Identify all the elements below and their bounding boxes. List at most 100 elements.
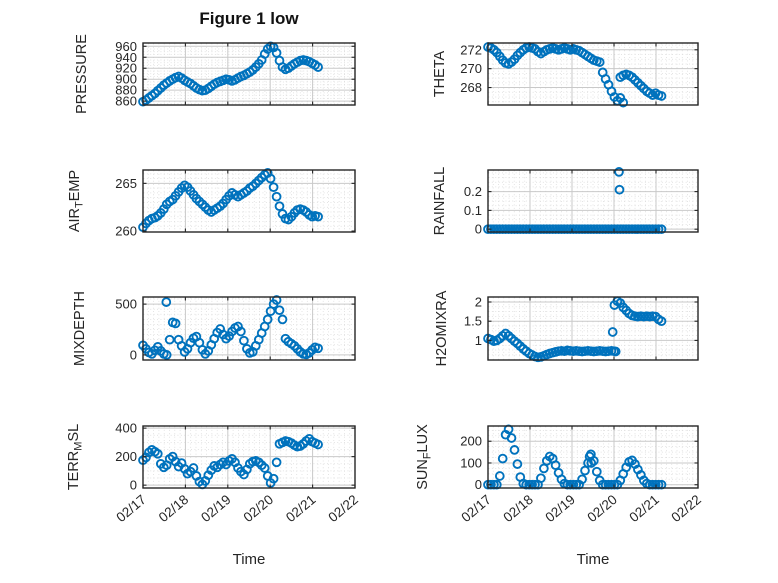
theta-series: [483, 42, 667, 108]
rainfall-marker: [553, 224, 564, 235]
rainfall-marker: [624, 224, 634, 235]
rainfall-marker: [621, 224, 632, 235]
mixdepth-marker: [236, 326, 246, 337]
terrmsl-ytick-label: 400: [115, 421, 137, 436]
pressure-ylabel: PRESSURE: [74, 34, 90, 114]
rainfall-marker: [588, 224, 599, 235]
airtemp-marker: [271, 191, 282, 202]
rainfall-ytick-label: 0: [475, 222, 482, 237]
terrmsl-series: [138, 433, 323, 490]
rainfall-marker: [568, 224, 579, 235]
h2omixra-ytick-label: 1.5: [464, 314, 482, 329]
pressure-ytick-label: 920: [115, 61, 137, 76]
terrmsl-marker: [313, 439, 323, 450]
mixdepth-ylabel: MIXDEPTH: [72, 291, 88, 366]
rainfall-marker: [614, 184, 625, 195]
rainfall-marker: [486, 224, 496, 235]
xtick-label: 02/19: [542, 492, 578, 525]
rainfall-marker: [591, 224, 602, 235]
rainfall-marker: [515, 224, 526, 235]
theta-ytick-label: 272: [460, 42, 482, 57]
rainfall-marker: [614, 167, 624, 177]
h2omixra-ylabel: H2OMIXRA: [434, 290, 450, 366]
rainfall-marker: [539, 224, 549, 235]
airtemp-ytick-label: 260: [115, 224, 137, 239]
mixdepth-marker: [271, 295, 282, 305]
rainfall-marker: [541, 224, 552, 235]
sunflux-marker: [512, 459, 523, 469]
pressure-ytick-label: 860: [115, 94, 137, 109]
terrmsl-ytick-label: 0: [130, 478, 137, 493]
mixdepth-marker: [313, 343, 323, 354]
rainfall-marker: [527, 224, 537, 235]
h2omixra-ytick-label: 1: [475, 333, 482, 348]
sunflux-ytick-label: 200: [460, 434, 482, 449]
rainfall-marker: [618, 224, 629, 235]
rainfall-marker: [656, 224, 667, 235]
pressure-series: [138, 41, 323, 107]
mixdepth-marker: [262, 314, 273, 325]
airtemp-series: [138, 168, 323, 233]
theta-marker: [618, 97, 629, 108]
airtemp-ytick-label: 265: [115, 176, 137, 191]
h2omixra-ytick-label: 2: [475, 294, 482, 309]
airtemp-subplot: 260 265 AIRTEMP: [67, 168, 356, 239]
rainfall-marker: [615, 224, 626, 235]
rainfall-marker: [503, 224, 514, 235]
theta-marker: [656, 91, 667, 101]
mixdepth-marker: [277, 314, 288, 325]
rainfall-subplot: 0 0.1 0.2 RAINFALL: [432, 167, 699, 237]
mixdepth-marker: [164, 334, 175, 345]
time-axis-label-right: Time: [576, 551, 610, 568]
theta-subplot: 268 270 272 THETA: [432, 42, 699, 108]
airtemp-marker: [268, 182, 279, 193]
h2omixra-subplot: 1 1.5 2 H2OMIXRA: [434, 290, 699, 366]
terrmsl-marker: [259, 463, 270, 473]
rainfall-marker: [644, 224, 655, 235]
rainfall-marker: [606, 224, 617, 235]
mixdepth-subplot: 0 500 MIXDEPTH: [72, 291, 356, 366]
xtick-label: 02/22: [325, 492, 361, 525]
rainfall-marker: [559, 224, 570, 235]
rainfall-marker: [636, 224, 646, 235]
h2omixra-marker: [607, 327, 618, 337]
mixdepth-marker: [161, 297, 172, 307]
xtick-label: 02/21: [626, 492, 662, 525]
mixdepth-ytick-label: 0: [130, 347, 137, 362]
rainfall-marker: [609, 224, 620, 235]
terrmsl-ytick-label: 200: [115, 449, 137, 464]
h2omixra-series: [483, 296, 667, 363]
rainfall-marker: [597, 224, 608, 235]
terrmsl-ylabel: TERRMSL: [66, 424, 85, 490]
rainfall-marker: [633, 224, 643, 235]
rainfall-marker: [600, 224, 611, 235]
rainfall-marker: [574, 224, 584, 235]
sunflux-ytick-label: 0: [475, 477, 482, 492]
rainfall-marker: [530, 224, 540, 235]
terrmsl-marker: [152, 448, 163, 459]
rainfall-ytick-label: 0.2: [464, 184, 482, 199]
mixdepth-marker: [239, 335, 249, 346]
sunflux-marker: [509, 445, 520, 455]
sunflux-marker: [577, 474, 587, 485]
xtick-label: 02/17: [458, 492, 494, 525]
xtick-label: 02/21: [283, 492, 319, 525]
rainfall-marker: [509, 224, 520, 235]
sunflux-ytick-label: 100: [460, 455, 482, 470]
sunflux-marker: [497, 453, 508, 464]
mixdepth-marker: [161, 350, 172, 360]
terrmsl-marker: [268, 473, 279, 484]
time-axis-label-left: Time: [232, 551, 266, 568]
rainfall-marker: [562, 224, 573, 235]
rainfall-marker: [494, 224, 505, 235]
mixdepth-ytick-label: 500: [115, 297, 137, 312]
rainfall-marker: [500, 224, 511, 235]
mixdepth-series: [138, 295, 323, 360]
sunflux-subplot: 0 100 200 SUNFLUX 02/17 02/18 02/19 02/20 02/21 0…: [415, 424, 704, 525]
rainfall-marker: [603, 224, 614, 235]
rainfall-marker: [524, 224, 535, 235]
mixdepth-marker: [170, 318, 181, 329]
pressure-ytick-label: 960: [115, 39, 137, 54]
